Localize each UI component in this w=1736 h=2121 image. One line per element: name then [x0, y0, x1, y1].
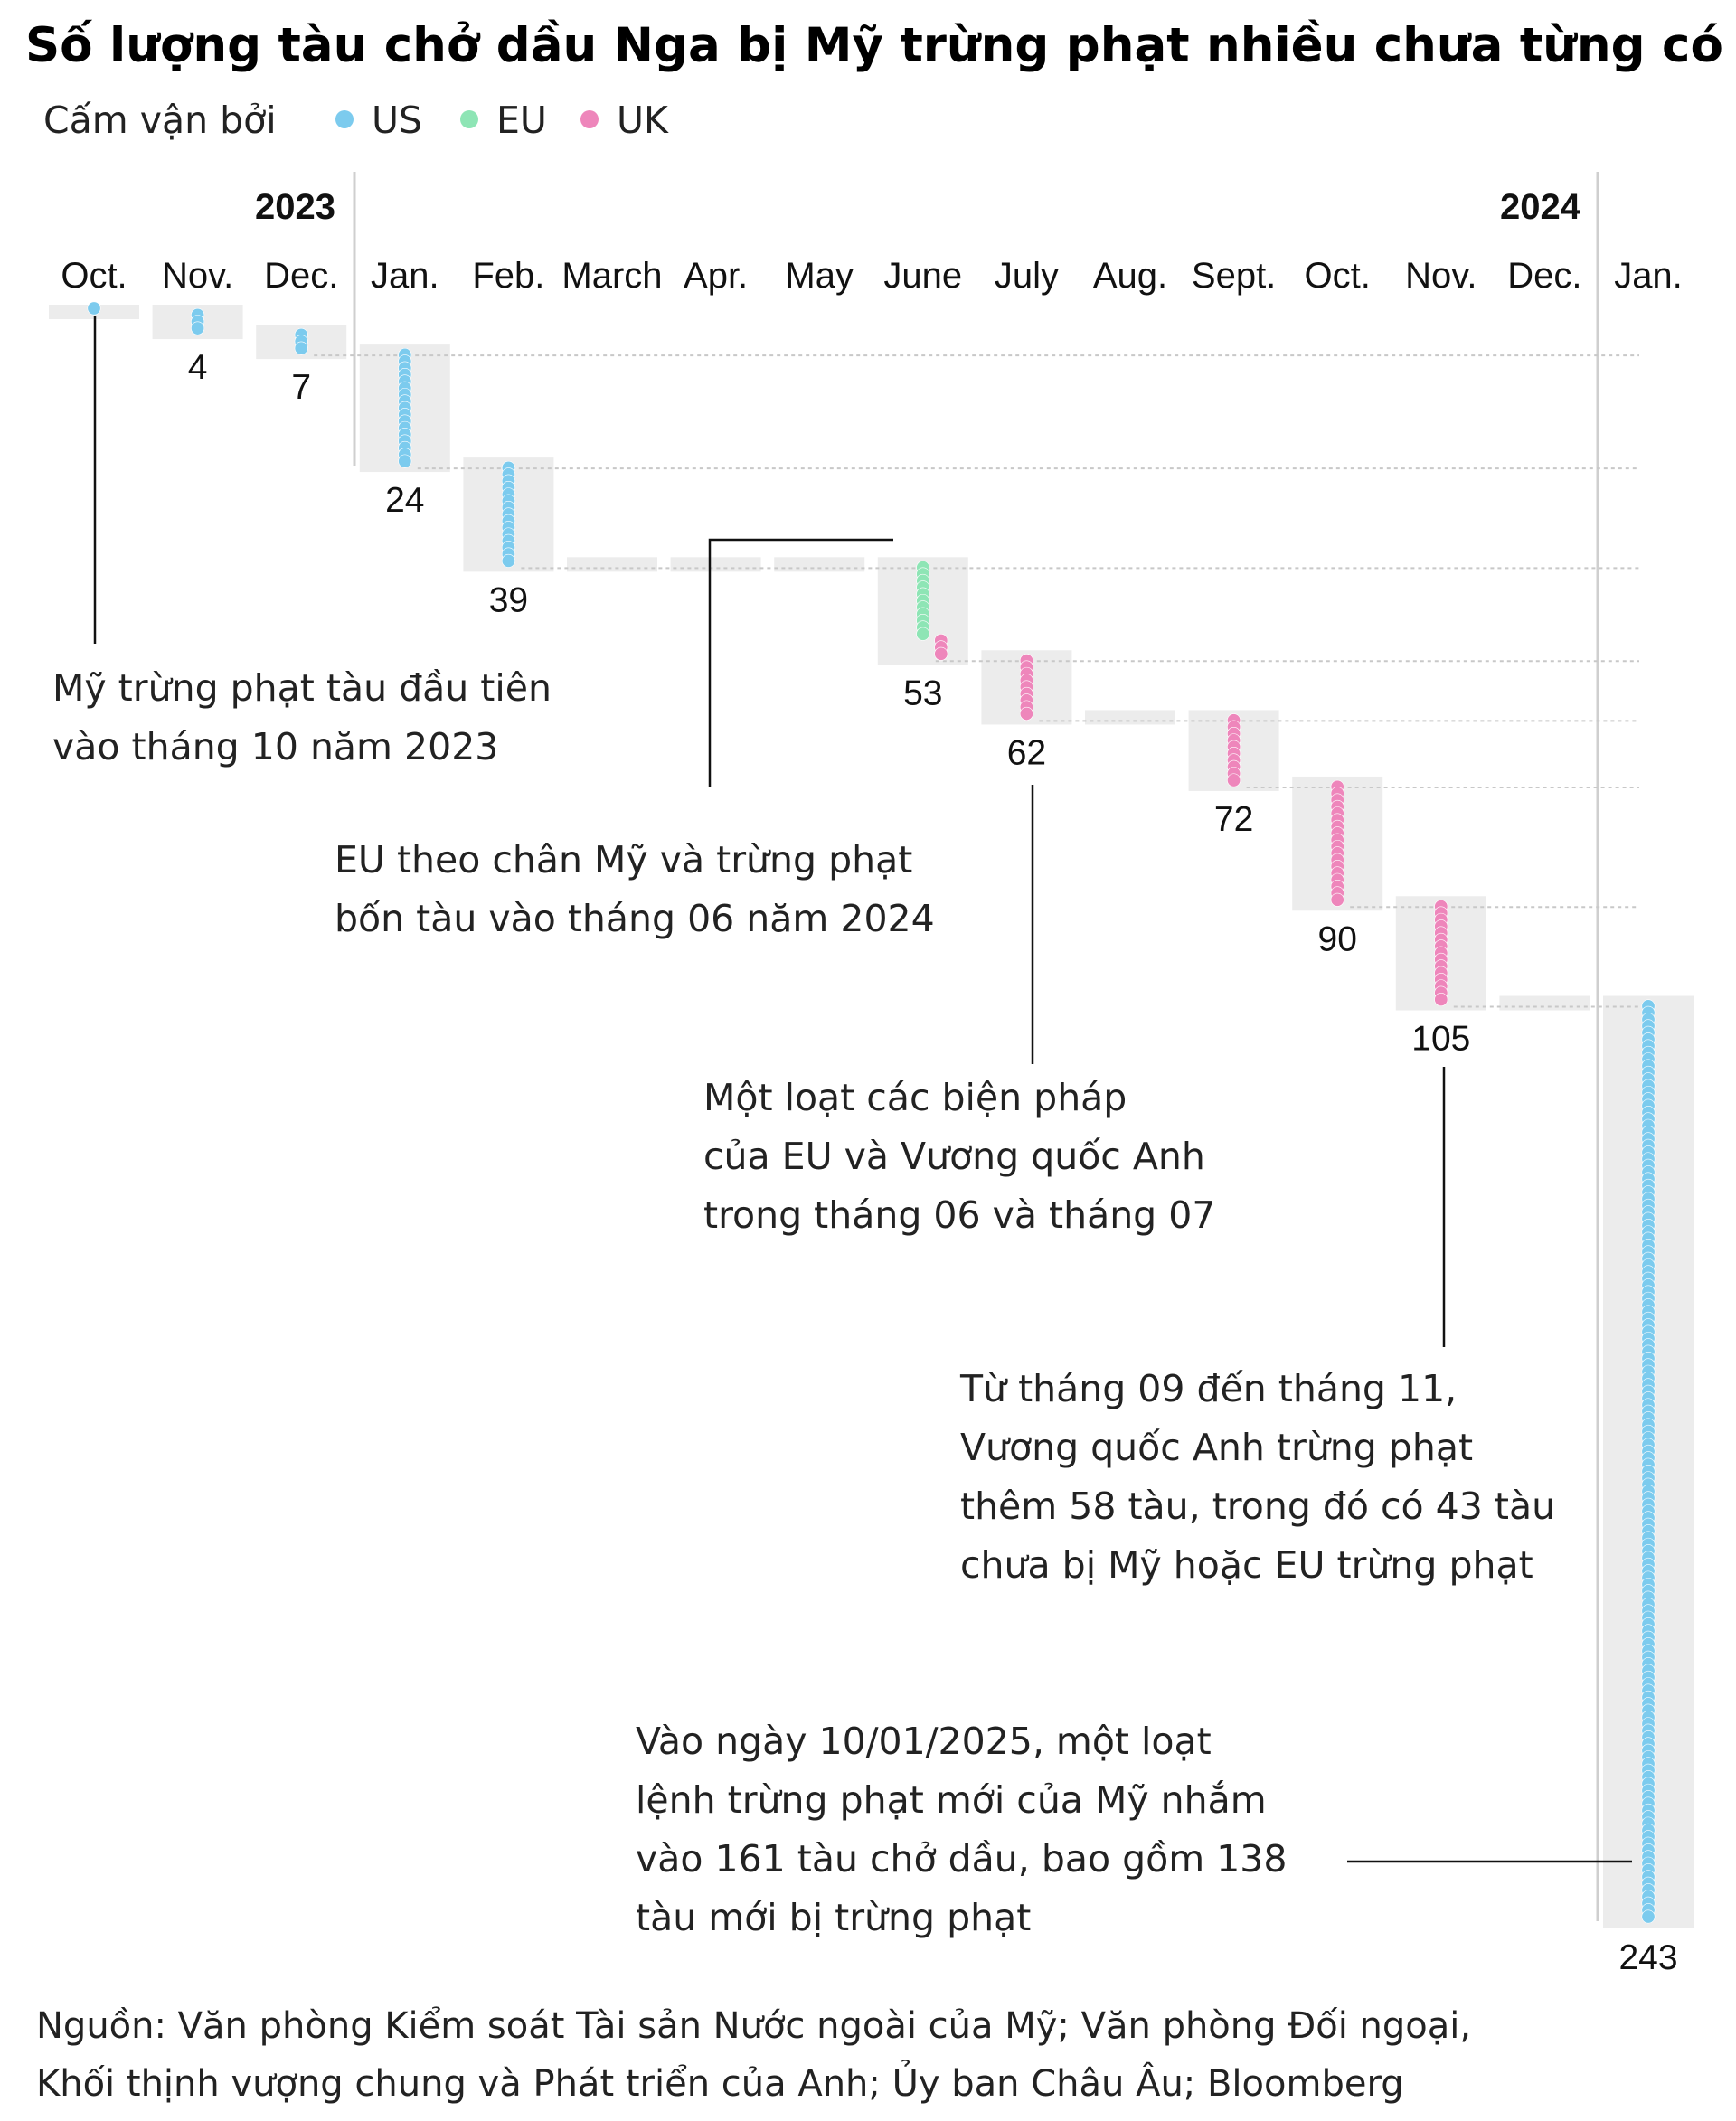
annotation-eu-uk-line-2: của EU và Vương quốc Anh [703, 1135, 1205, 1178]
annotation-uk-line-1: Từ tháng 09 đến tháng 11, [959, 1367, 1457, 1410]
dot-uk-53 [934, 646, 948, 661]
annotation-uk-line-2: Vương quốc Anh trừng phạt [960, 1426, 1473, 1469]
column-bg-14 [1499, 995, 1590, 1011]
dot-uk-72 [1227, 773, 1241, 787]
count-label-12: 90 [1318, 919, 1357, 958]
annotation-us-jan-line-2: lệnh trừng phạt mới của Mỹ nhắm [636, 1778, 1267, 1822]
month-label-7: May [785, 256, 854, 296]
month-label-1: Nov. [162, 256, 233, 296]
month-label-12: Oct. [1305, 256, 1371, 296]
count-label-4: 39 [489, 580, 528, 619]
source-line-2: Khối thịnh vượng chung và Phát triển của… [36, 2059, 1404, 2105]
count-label-13: 105 [1411, 1020, 1470, 1059]
month-label-11: Sept. [1192, 256, 1276, 296]
month-labels: Oct. Nov. Dec. Jan. Feb. March Apr. May June July… [61, 256, 1682, 296]
year-label-2023: 2023 [255, 187, 335, 227]
dot-us-39 [501, 553, 515, 568]
year-label-2024: 2024 [1500, 187, 1581, 227]
month-label-8: June [883, 256, 962, 296]
count-label-2: 7 [291, 368, 311, 407]
dot-layer [87, 301, 1656, 1924]
dot-eu-50 [916, 627, 930, 641]
annotation-uk-line-4: chưa bị Mỹ hoặc EU trừng phạt [960, 1543, 1533, 1587]
column-bg-5 [567, 557, 657, 572]
month-label-14: Dec. [1507, 256, 1581, 296]
annotation-uk-line-3: thêm 58 tàu, trong đó có 43 tàu [960, 1485, 1555, 1528]
count-label-9: 62 [1007, 733, 1046, 772]
month-label-5: March [561, 256, 662, 296]
annotation-eu-uk-line-1: Một loạt các biện pháp [703, 1076, 1127, 1119]
month-label-6: Apr. [684, 256, 748, 296]
dot-uk-62 [1019, 706, 1033, 721]
column-bg-7 [774, 557, 865, 572]
dot-us-24 [398, 454, 412, 468]
guide-lines [314, 354, 1639, 1008]
dot-us-7 [294, 341, 308, 355]
legend-label: Cấm vận bởi [43, 99, 277, 142]
dot-us-1 [87, 301, 101, 316]
legend-dot-eu [460, 110, 478, 128]
legend-dot-uk [580, 110, 599, 128]
month-label-0: Oct. [61, 256, 127, 296]
legend: Cấm vận bởi US EU UK [43, 99, 669, 142]
month-label-3: Jan. [371, 256, 439, 296]
annotation-eu-june-line-2: bốn tàu vào tháng 06 năm 2024 [335, 897, 935, 940]
chart-title: Số lượng tàu chở dầu Nga bị Mỹ trừng phạ… [25, 18, 1723, 73]
count-labels: 4 7 24 39 53 62 72 90 105 243 [188, 348, 1678, 1977]
leader-eu-june [708, 538, 893, 787]
month-label-13: Nov. [1405, 256, 1477, 296]
legend-entry-us: US [372, 99, 422, 142]
source-line-1: Nguồn: Văn phòng Kiểm soát Tài sản Nước … [36, 2005, 1471, 2047]
count-label-3: 24 [385, 481, 424, 520]
annotation-first-us-line-1: Mỹ trừng phạt tàu đầu tiên [52, 666, 552, 710]
legend-entry-uk: UK [617, 99, 669, 142]
annotation-us-jan-line-3: vào 161 tàu chở dầu, bao gồm 138 [636, 1837, 1287, 1881]
annotation-leaders [93, 316, 1632, 1863]
annotation-us-jan-line-4: tàu mới bị trừng phạt [636, 1896, 1031, 1939]
month-label-10: Aug. [1093, 256, 1167, 296]
annotation-eu-june-line-1: EU theo chân Mỹ và trừng phạt [335, 838, 912, 881]
annotation-eu-uk-line-3: trong tháng 06 và tháng 07 [703, 1193, 1215, 1237]
dot-us-4 [191, 321, 205, 335]
column-bg-6 [670, 557, 761, 572]
annotation-us-jan-line-1: Vào ngày 10/01/2025, một loạt [636, 1720, 1212, 1763]
month-label-15: Jan. [1614, 256, 1683, 296]
count-label-11: 72 [1214, 800, 1253, 839]
count-label-15: 243 [1618, 1938, 1677, 1977]
legend-entry-eu: EU [496, 99, 547, 142]
month-label-4: Feb. [472, 256, 544, 296]
dot-uk-105 [1434, 993, 1448, 1007]
month-label-2: Dec. [264, 256, 338, 296]
dot-us-243 [1641, 1909, 1656, 1924]
dot-uk-90 [1330, 892, 1344, 907]
column-bg-10 [1085, 710, 1175, 725]
month-label-9: July [995, 256, 1059, 296]
annotation-first-us-line-2: vào tháng 10 năm 2023 [52, 725, 498, 768]
count-label-8: 53 [903, 674, 942, 712]
legend-dot-us [335, 110, 354, 128]
count-label-1: 4 [188, 348, 208, 387]
